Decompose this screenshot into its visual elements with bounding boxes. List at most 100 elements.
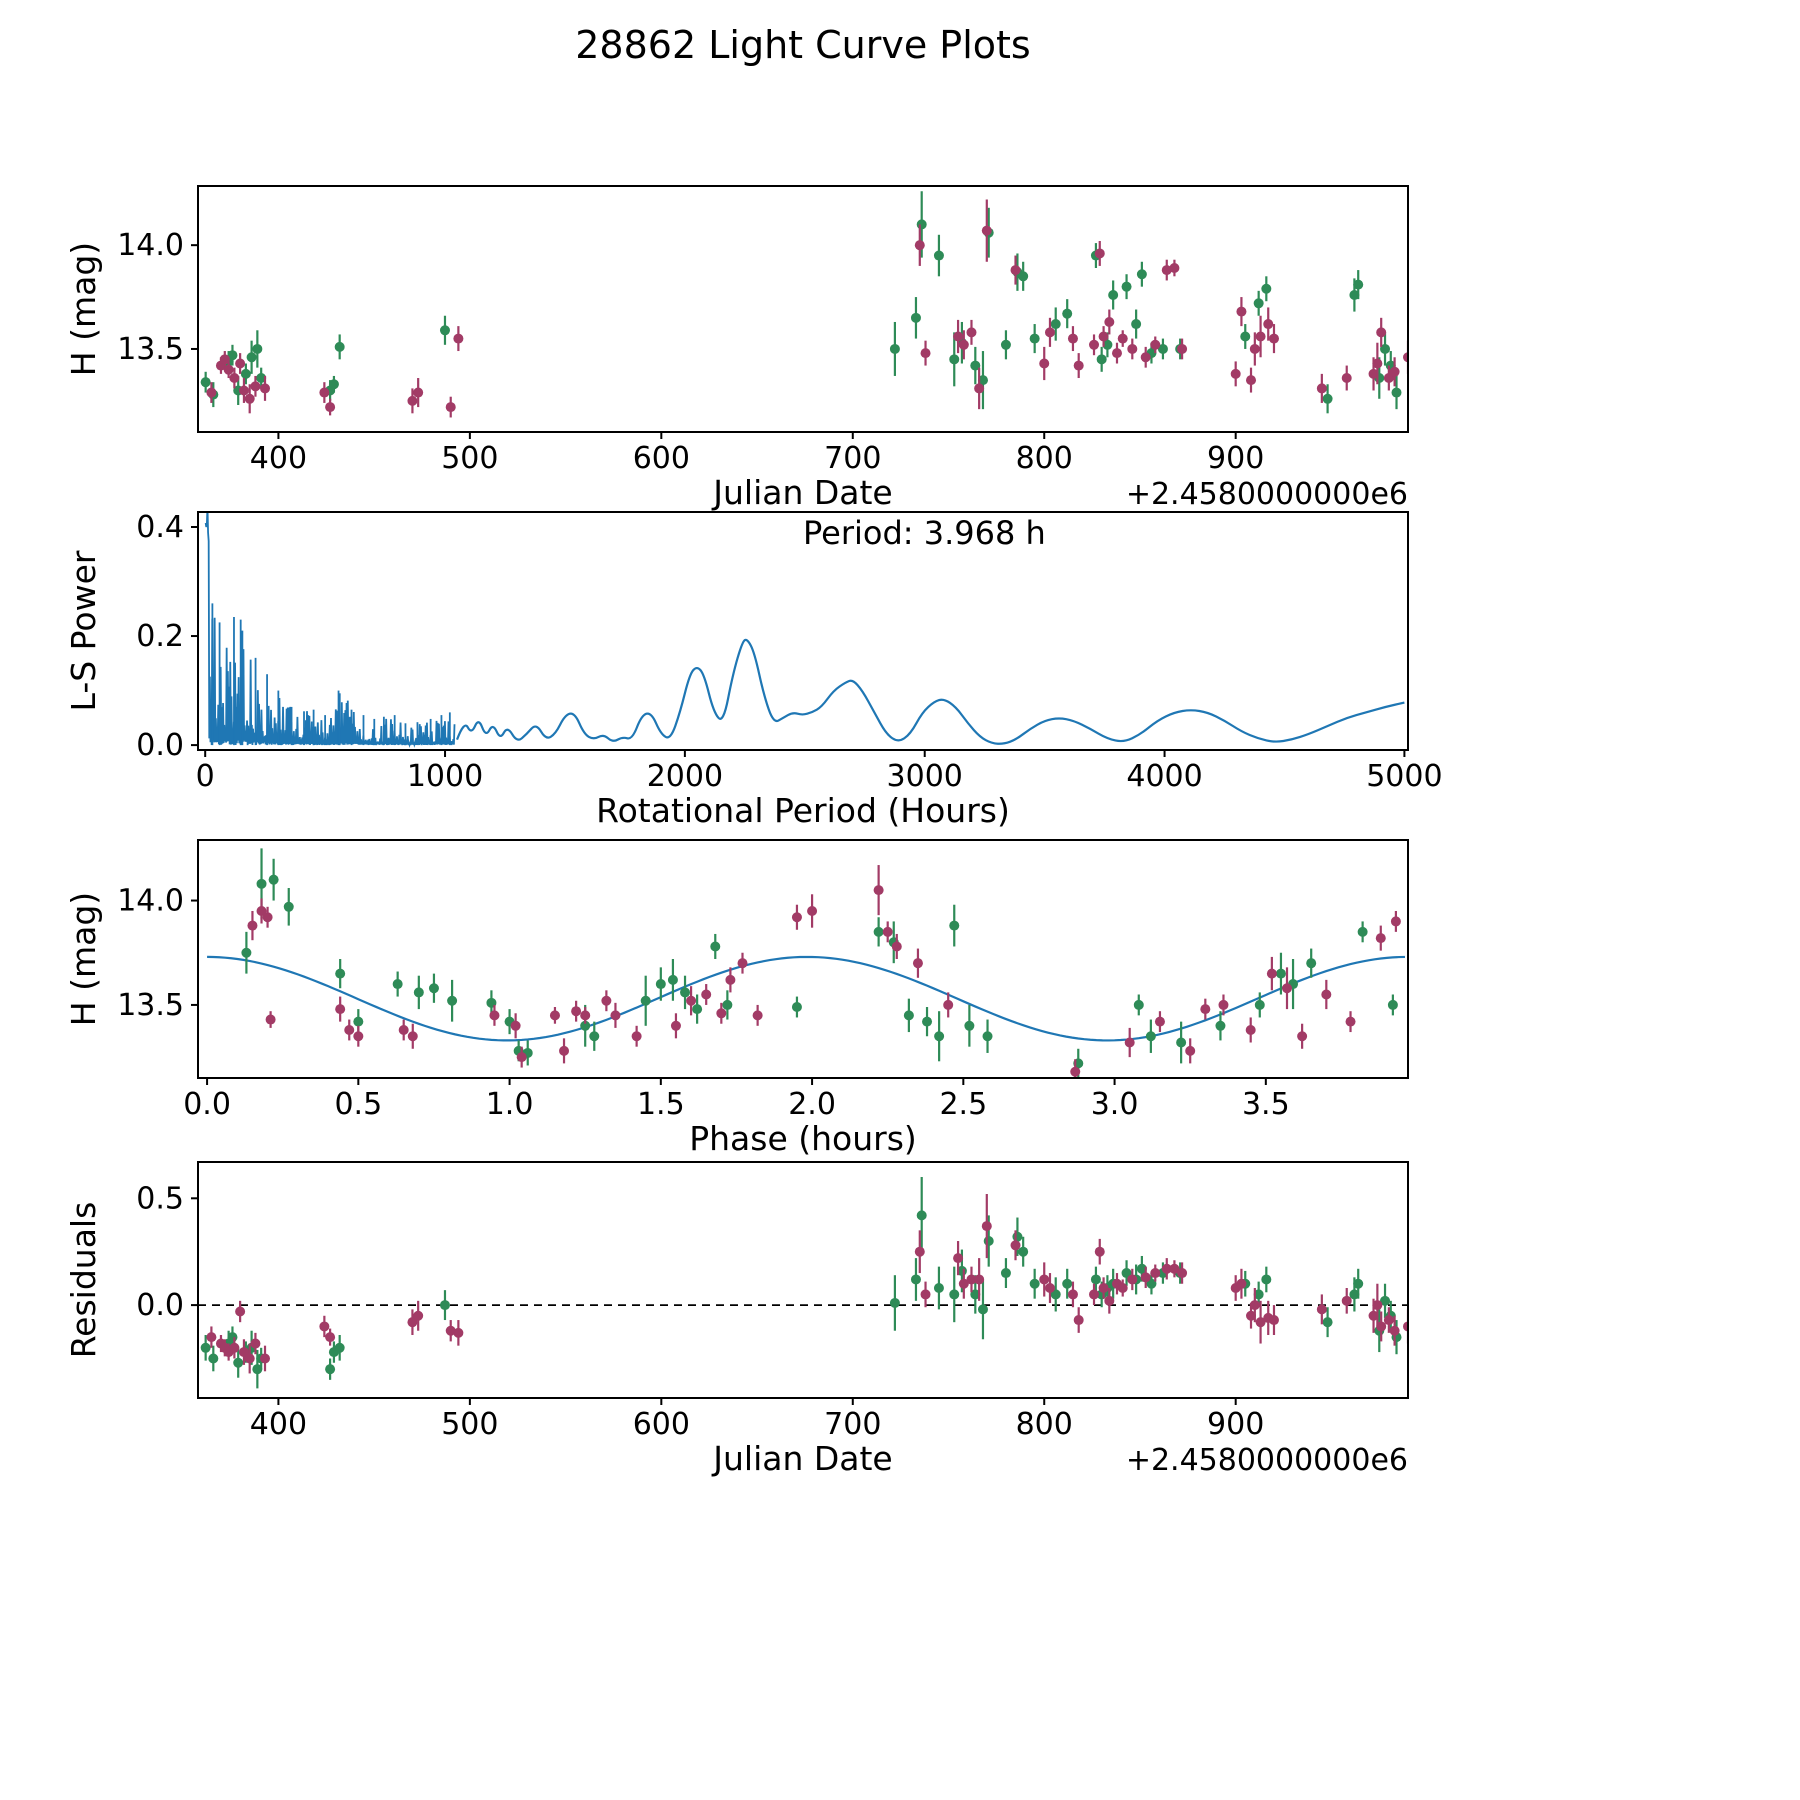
x-tick-label: 0.5 bbox=[334, 1087, 382, 1122]
data-point bbox=[571, 1006, 582, 1017]
data-point bbox=[1383, 1315, 1394, 1326]
x-tick-label: 900 bbox=[1207, 1407, 1264, 1442]
data-point bbox=[1098, 1283, 1109, 1294]
data-point bbox=[922, 1016, 933, 1027]
data-point bbox=[439, 325, 450, 336]
data-point bbox=[1218, 999, 1229, 1010]
data-point bbox=[1403, 352, 1408, 363]
data-point bbox=[949, 354, 960, 365]
data-point bbox=[910, 312, 921, 323]
data-point bbox=[453, 1327, 464, 1338]
series-dataset-purple bbox=[206, 1194, 1408, 1374]
data-point bbox=[933, 250, 944, 261]
data-point bbox=[791, 1002, 802, 1013]
data-point bbox=[1368, 1310, 1379, 1321]
data-point bbox=[1010, 1240, 1021, 1251]
residuals-subplot: Residuals Julian Date +2.4580000000e6 40… bbox=[64, 1161, 1419, 1478]
x-tick-label: 5000 bbox=[1366, 759, 1442, 794]
data-point bbox=[1094, 1246, 1105, 1257]
data-point bbox=[283, 901, 294, 912]
y-tick-label: 14.0 bbox=[117, 228, 184, 263]
data-point bbox=[1349, 1289, 1360, 1300]
data-point bbox=[445, 1325, 456, 1336]
data-point bbox=[238, 1347, 249, 1358]
axes-frame bbox=[197, 839, 1409, 1079]
data-point bbox=[970, 1289, 981, 1300]
data-point bbox=[1133, 999, 1144, 1010]
data-point bbox=[1127, 1274, 1138, 1285]
data-point bbox=[589, 1031, 600, 1042]
data-point bbox=[1261, 283, 1272, 294]
data-point bbox=[933, 1283, 944, 1294]
data-point bbox=[233, 1357, 244, 1368]
data-point bbox=[256, 878, 267, 889]
data-point bbox=[949, 1289, 960, 1300]
data-point bbox=[256, 373, 267, 384]
data-point bbox=[265, 1014, 276, 1025]
data-point bbox=[335, 968, 346, 979]
data-point bbox=[953, 1253, 964, 1264]
data-point bbox=[229, 373, 240, 384]
data-point bbox=[807, 905, 818, 916]
data-point bbox=[791, 912, 802, 923]
data-point bbox=[914, 240, 925, 251]
data-point bbox=[1169, 263, 1180, 273]
data-point bbox=[610, 1010, 621, 1021]
data-point bbox=[1067, 1289, 1078, 1300]
data-point bbox=[667, 974, 678, 985]
data-point bbox=[453, 333, 464, 344]
data-point bbox=[1357, 926, 1368, 937]
data-point bbox=[722, 999, 733, 1010]
figure-title: 28862 Light Curve Plots bbox=[575, 23, 1030, 67]
data-point bbox=[1070, 1066, 1081, 1077]
lightcurve-subplot: H (mag) Julian Date +2.4580000000e6 400 5… bbox=[64, 185, 1419, 512]
data-point bbox=[1000, 339, 1011, 350]
data-point bbox=[1409, 317, 1419, 327]
data-point bbox=[1255, 1317, 1266, 1328]
data-point bbox=[1380, 343, 1391, 354]
data-point bbox=[1263, 319, 1274, 330]
lightcurve-ylabel: H (mag) bbox=[64, 242, 103, 376]
x-tick-label: 3.0 bbox=[1091, 1087, 1139, 1122]
data-point bbox=[1102, 339, 1113, 350]
data-point bbox=[1376, 327, 1387, 338]
periodogram-xlabel: Rotational Period (Hours) bbox=[596, 791, 1010, 830]
data-point bbox=[974, 383, 985, 394]
periodogram-ylabel: L-S Power bbox=[64, 550, 103, 711]
series-dataset-green bbox=[241, 848, 1398, 1078]
data-point bbox=[1372, 358, 1383, 369]
data-point bbox=[958, 339, 969, 350]
data-point bbox=[241, 947, 252, 958]
periodogram-noise-line bbox=[204, 512, 456, 748]
data-point bbox=[1177, 1268, 1188, 1279]
data-point bbox=[974, 1274, 985, 1285]
data-point bbox=[252, 343, 263, 354]
periodogram-curve bbox=[455, 638, 1405, 745]
data-point bbox=[549, 1010, 560, 1021]
data-point bbox=[1372, 1300, 1383, 1311]
data-point bbox=[256, 905, 267, 916]
data-point bbox=[206, 387, 217, 398]
y-tick-label: 13.5 bbox=[117, 988, 184, 1023]
data-point bbox=[1255, 331, 1266, 342]
data-point bbox=[580, 1020, 591, 1031]
data-point bbox=[1176, 1037, 1187, 1048]
data-point bbox=[1215, 1020, 1226, 1031]
data-point bbox=[701, 989, 712, 1000]
data-point bbox=[1089, 1289, 1100, 1300]
data-point bbox=[260, 1353, 271, 1364]
data-point bbox=[229, 1342, 240, 1353]
data-point bbox=[1131, 319, 1142, 330]
data-point bbox=[1409, 1279, 1419, 1289]
x-tick-label: 500 bbox=[441, 1407, 498, 1442]
x-tick-label: 900 bbox=[1207, 441, 1264, 476]
y-tick-label: 13.5 bbox=[117, 332, 184, 367]
phase-ylabel: H (mag) bbox=[64, 892, 103, 1026]
data-point bbox=[244, 393, 255, 404]
data-point bbox=[981, 1221, 992, 1232]
data-point bbox=[325, 1332, 336, 1343]
data-point bbox=[1018, 271, 1029, 282]
data-point bbox=[1322, 393, 1333, 404]
x-tick-label: 1.0 bbox=[486, 1087, 534, 1122]
